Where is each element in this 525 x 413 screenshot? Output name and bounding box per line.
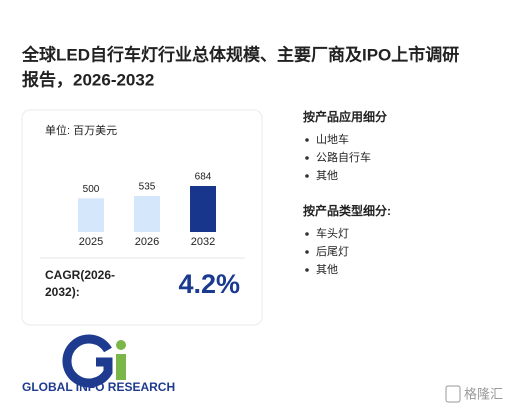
logo-dot [116, 340, 126, 350]
segment-item: 车头灯 [316, 226, 349, 240]
value-label: 500 [83, 184, 100, 195]
bullet [305, 138, 309, 142]
segment-item: 后尾灯 [316, 245, 349, 258]
cagr-label: 2032): [45, 285, 80, 299]
segment-title: 按产品类型细分: [303, 203, 391, 218]
bar [134, 196, 160, 232]
watermark-icon [445, 385, 461, 403]
watermark: 格隆汇 [464, 386, 503, 401]
bullet [305, 268, 309, 272]
cagr-label: CAGR(2026- [45, 268, 115, 282]
logo-g [62, 334, 113, 388]
logo: GLOBAL INFO RESEARCH [22, 334, 175, 394]
unit-label: 单位: 百万美元 [45, 123, 117, 137]
logo-i [116, 354, 126, 380]
title: 全球LED自行车灯行业总体规模、主要厂商及IPO上市调研 [21, 44, 459, 64]
segment-title: 按产品应用细分 [303, 109, 387, 124]
bar [78, 198, 104, 232]
title: 报告，2026-2032 [22, 69, 154, 89]
bullet [305, 156, 309, 160]
bullet [305, 232, 309, 236]
segment-item: 山地车 [316, 132, 349, 146]
value-label: 684 [195, 172, 212, 183]
bullet [305, 250, 309, 254]
bullet [305, 174, 309, 178]
segment-item: 其他 [316, 263, 338, 276]
segment-item: 其他 [316, 169, 338, 182]
cagr-value: 4.2% [178, 269, 240, 299]
bar [190, 186, 216, 232]
value-label: 535 [139, 182, 156, 193]
x-tick-label: 2026 [135, 236, 159, 248]
segment-item: 公路自行车 [316, 150, 371, 164]
logo-text: GLOBAL INFO RESEARCH [22, 380, 175, 394]
x-tick-label: 2025 [79, 236, 103, 248]
x-tick-label: 2032 [191, 236, 215, 248]
